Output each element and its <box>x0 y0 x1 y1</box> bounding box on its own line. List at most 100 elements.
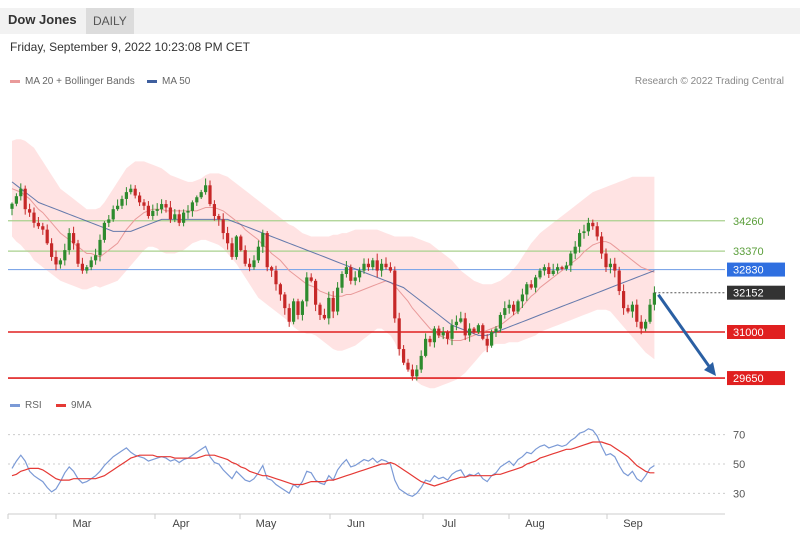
candle-body <box>591 222 595 227</box>
candle-body <box>173 214 177 220</box>
candle-body <box>296 301 300 315</box>
candle-body <box>309 277 313 281</box>
candle-body <box>481 325 485 339</box>
candle-body <box>476 325 480 332</box>
candle-body <box>344 267 348 274</box>
forecast-arrow <box>657 293 713 370</box>
level-label-bg <box>727 325 785 339</box>
candle-body <box>503 308 507 315</box>
candle-body <box>160 204 164 210</box>
candle-body <box>120 198 124 206</box>
candle-body <box>648 304 652 322</box>
candle-body <box>542 267 546 271</box>
candle-body <box>142 202 146 206</box>
candle-body <box>520 294 524 302</box>
level-label: 29650 <box>733 373 764 385</box>
instrument-title: Dow Jones <box>8 12 77 27</box>
candle-body <box>498 314 502 329</box>
candle-body <box>380 263 384 271</box>
candle-body <box>410 369 414 377</box>
candle-body <box>177 214 181 223</box>
candle-body <box>116 205 120 210</box>
candle-body <box>36 222 40 227</box>
candle-body <box>85 267 89 271</box>
candle-body <box>107 219 111 223</box>
candle-body <box>94 255 98 261</box>
last-price-label: 32152 <box>733 288 764 300</box>
candle-body <box>432 328 436 343</box>
legend-label-rsi: RSI <box>25 400 42 411</box>
candle-body <box>358 270 362 278</box>
candle-body <box>468 328 472 336</box>
candle-body <box>507 304 511 309</box>
candle-body <box>292 301 296 322</box>
candle-body <box>644 321 648 329</box>
candle-body <box>446 332 450 339</box>
candle-body <box>186 210 190 213</box>
candle-body <box>226 233 230 244</box>
candle-body <box>199 192 203 198</box>
x-tick-label: May <box>256 518 277 530</box>
candle-body <box>402 349 406 363</box>
candle-body <box>239 236 243 251</box>
legend-item-9ma: 9MA <box>56 400 92 411</box>
candle-body <box>626 308 630 312</box>
candle-body <box>336 287 340 312</box>
candle-body <box>397 318 401 350</box>
candle-body <box>300 301 304 315</box>
level-label-bg <box>727 371 785 386</box>
candle-body <box>146 205 150 216</box>
candle-body <box>155 209 159 211</box>
candle-body <box>256 246 260 261</box>
ma50-swatch <box>147 80 157 83</box>
candle-body <box>512 304 516 312</box>
candle-body <box>573 246 577 254</box>
timeframe-tab[interactable]: DAILY <box>86 8 134 34</box>
candle-body <box>630 304 634 312</box>
candle-body <box>314 280 318 305</box>
candle-body <box>58 260 62 265</box>
candle-body <box>419 355 423 370</box>
candle-body <box>23 188 27 210</box>
candle-body <box>569 253 573 266</box>
ma50-line <box>11 181 655 336</box>
candle-body <box>613 263 617 271</box>
candle-body <box>529 284 533 288</box>
candle-body <box>270 267 274 271</box>
level-label: 31000 <box>733 327 764 339</box>
candle-body <box>212 204 216 216</box>
candle-body <box>252 260 256 268</box>
legend-item-rsi: RSI <box>10 400 42 411</box>
candle-body <box>195 197 199 203</box>
rsi-swatch <box>10 404 20 407</box>
9ma-swatch <box>56 404 66 407</box>
rsi-grid-label: 30 <box>733 488 745 500</box>
legend-label-ma20: MA 20 + Bollinger Bands <box>25 76 135 87</box>
level-label: 33370 <box>733 246 764 258</box>
candle-body <box>133 188 137 196</box>
candle-body <box>190 202 194 211</box>
candle-body <box>608 263 612 268</box>
x-tick-label: Jul <box>442 518 456 530</box>
candle-body <box>516 301 520 312</box>
last-price-label-bg <box>727 285 785 300</box>
candle-body <box>547 267 551 274</box>
candle-body <box>525 284 529 295</box>
credit-text: Research © 2022 Trading Central <box>634 76 784 87</box>
candle-body <box>221 219 225 234</box>
candle-body <box>617 270 621 292</box>
candle-body <box>639 321 643 329</box>
candle-body <box>604 253 608 268</box>
candle-body <box>63 250 67 261</box>
rsi-grid-label: 70 <box>733 430 745 442</box>
candle-body <box>331 297 335 312</box>
candle-body <box>124 192 128 199</box>
legend-item-ma20: MA 20 + Bollinger Bands <box>10 76 135 87</box>
timestamp: Friday, September 9, 2022 10:23:08 PM CE… <box>10 40 250 54</box>
candle-body <box>287 308 291 322</box>
candle-body <box>98 239 102 256</box>
rsi-ma-line <box>11 441 655 487</box>
candle-body <box>305 277 309 302</box>
candle-body <box>595 226 599 237</box>
